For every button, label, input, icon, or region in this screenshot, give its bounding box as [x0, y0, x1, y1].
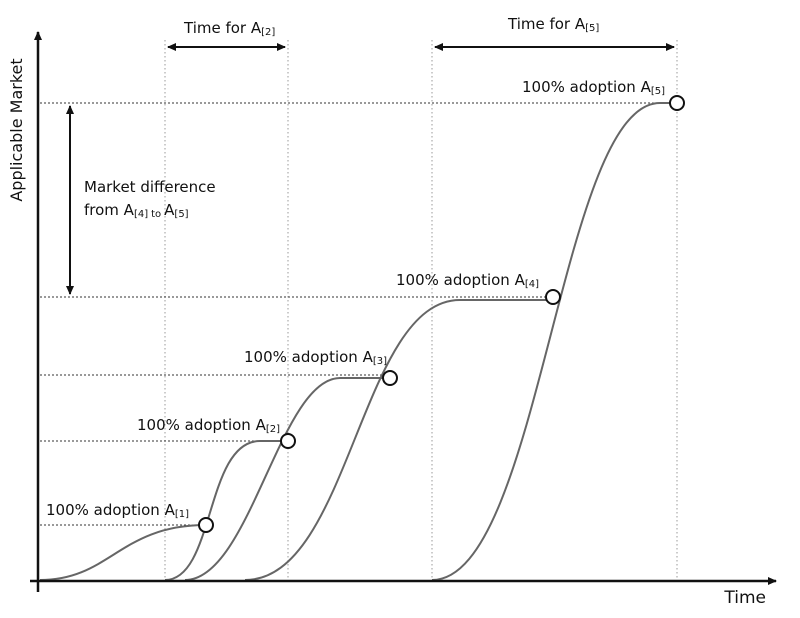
milestone	[280, 433, 296, 449]
subscript: [2]	[261, 27, 275, 38]
milestone-label: 100% adoption A[2]	[137, 416, 280, 435]
label-text: 100% adoption A	[522, 78, 652, 96]
annotation: Time for A[2]	[183, 19, 275, 38]
annotation: Time for A[5]	[507, 15, 599, 34]
milestone	[382, 370, 398, 386]
milestone	[198, 517, 214, 533]
milestone-label: 100% adoption A[4]	[396, 271, 539, 290]
subscript: [2]	[266, 424, 280, 435]
milestone	[669, 95, 685, 111]
annotation-text: from A	[84, 201, 135, 219]
adoption-curve	[184, 377, 390, 581]
annotation-text: to	[151, 209, 161, 220]
adoption-curve	[164, 440, 288, 581]
label-text: 100% adoption A	[244, 348, 374, 366]
label-text: 100% adoption A	[396, 271, 526, 289]
subscript: [5]	[174, 209, 188, 220]
milestone	[545, 289, 561, 305]
milestone-label: 100% adoption A[3]	[244, 348, 387, 367]
subscript: [4]	[525, 279, 539, 290]
x-axis-label: Time	[723, 588, 766, 608]
annotation: from A[4] to A[5]	[84, 201, 189, 220]
adoption-curve	[39, 524, 207, 581]
y-axis-label: Applicable Market	[7, 58, 26, 201]
subscript: [1]	[175, 509, 189, 520]
adoption-curve	[431, 102, 677, 581]
annotation-text: Time for A	[183, 19, 262, 37]
subscript: [4]	[134, 209, 148, 220]
subscript: [3]	[373, 356, 387, 367]
subscript: [5]	[585, 23, 599, 34]
annotation-text: Time for A	[507, 15, 586, 33]
adoption-curve	[244, 299, 553, 581]
annotation: Market difference	[84, 178, 216, 196]
label-text: 100% adoption A	[137, 416, 267, 434]
milestone-label: 100% adoption A[1]	[46, 501, 189, 520]
label-text: 100% adoption A	[46, 501, 176, 519]
milestone-label: 100% adoption A[5]	[522, 78, 665, 97]
subscript: [5]	[651, 86, 665, 97]
annotation-text: A	[164, 201, 175, 219]
